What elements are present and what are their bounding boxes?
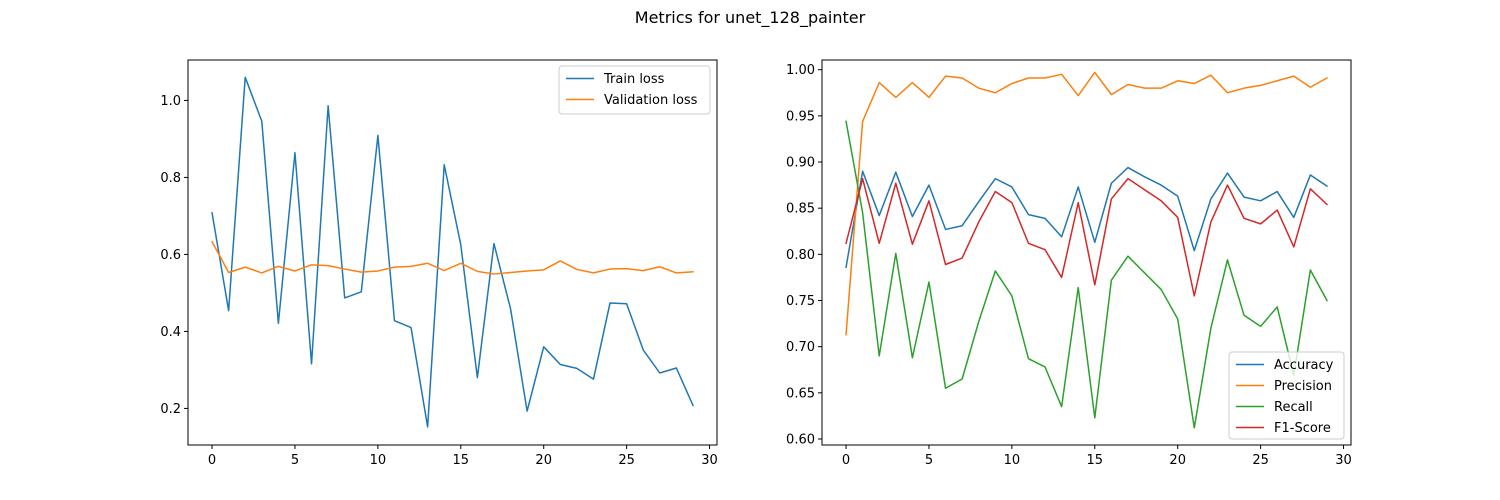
metrics-x-tick-label: 0	[842, 453, 850, 468]
metrics-legend: Accuracy Precision Recall F1-Score	[1228, 351, 1345, 440]
loss-x-tick-label: 30	[701, 453, 718, 468]
loss-series-lines	[211, 76, 694, 428]
loss-y-tick-label: 0.6	[160, 248, 181, 263]
metrics-legend-box	[1228, 351, 1345, 440]
metrics-line-f1-score	[845, 177, 1329, 297]
metrics-legend-label: Accuracy	[1274, 358, 1334, 373]
loss-x-tick-label: 0	[208, 453, 216, 468]
metrics-y-tick-label: 0.70	[786, 340, 815, 355]
loss-y-axis: 0.2 0.4 0.6 0.8 1.0	[160, 94, 188, 417]
loss-line-train-loss	[211, 76, 694, 428]
metrics-y-tick-label: 1.00	[786, 63, 815, 78]
loss-y-tick-label: 0.4	[160, 325, 181, 340]
loss-plot-frame	[187, 59, 718, 446]
metrics-y-tick-label: 0.80	[786, 248, 815, 263]
metrics-x-tick-label: 15	[1087, 453, 1104, 468]
loss-legend: Train loss Validation loss	[558, 65, 711, 115]
loss-x-tick-label: 5	[291, 453, 299, 468]
metrics-y-tick-label: 0.60	[786, 432, 815, 447]
loss-y-tick-label: 1.0	[160, 94, 181, 109]
figure-title: Metrics for unet_128_painter	[635, 8, 866, 28]
metrics-legend-label: F1-Score	[1274, 421, 1331, 436]
loss-x-axis: 0 5 10 15 20 25 30	[208, 445, 718, 468]
metrics-plot: 0 5 10 15 20 25 30 0.60 0.65 0.70 0.75 0.80 0.85 0.9…	[786, 59, 1352, 468]
loss-legend-label: Validation loss	[604, 93, 698, 108]
metrics-y-tick-label: 0.95	[786, 109, 815, 124]
metrics-y-tick-label: 0.90	[786, 156, 815, 171]
metrics-y-tick-label: 0.75	[786, 294, 815, 309]
loss-legend-box	[558, 65, 711, 115]
metrics-x-tick-label: 30	[1335, 453, 1352, 468]
loss-x-tick-label: 15	[453, 453, 470, 468]
loss-x-tick-label: 20	[535, 453, 552, 468]
loss-x-tick-label: 25	[618, 453, 635, 468]
metrics-x-tick-label: 20	[1169, 453, 1186, 468]
metrics-line-precision	[845, 71, 1328, 336]
metrics-legend-label: Recall	[1274, 400, 1313, 415]
metrics-x-tick-label: 10	[1004, 453, 1021, 468]
metrics-line-accuracy	[845, 166, 1328, 269]
loss-line-validation-loss	[211, 240, 694, 275]
metrics-x-tick-label: 25	[1252, 453, 1269, 468]
metrics-x-tick-label: 5	[925, 453, 933, 468]
loss-x-tick-label: 10	[370, 453, 387, 468]
metrics-y-axis: 0.60 0.65 0.70 0.75 0.80 0.85 0.90 0.95 1.00	[786, 63, 822, 447]
metrics-series-lines	[845, 71, 1329, 429]
loss-y-tick-label: 0.8	[160, 171, 181, 186]
metrics-y-tick-label: 0.65	[786, 386, 815, 401]
metrics-plot-frame	[821, 59, 1352, 446]
loss-plot: 0 5 10 15 20 25 30 0.2 0.4 0.6 0.8 1.0 Train loss V…	[160, 59, 718, 468]
metrics-x-axis: 0 5 10 15 20 25 30	[842, 445, 1352, 468]
metrics-y-tick-label: 0.85	[786, 202, 815, 217]
loss-legend-label: Train loss	[603, 72, 665, 87]
metrics-legend-label: Precision	[1274, 379, 1332, 394]
loss-y-tick-label: 0.2	[160, 402, 181, 417]
metrics-line-recall	[845, 120, 1328, 429]
